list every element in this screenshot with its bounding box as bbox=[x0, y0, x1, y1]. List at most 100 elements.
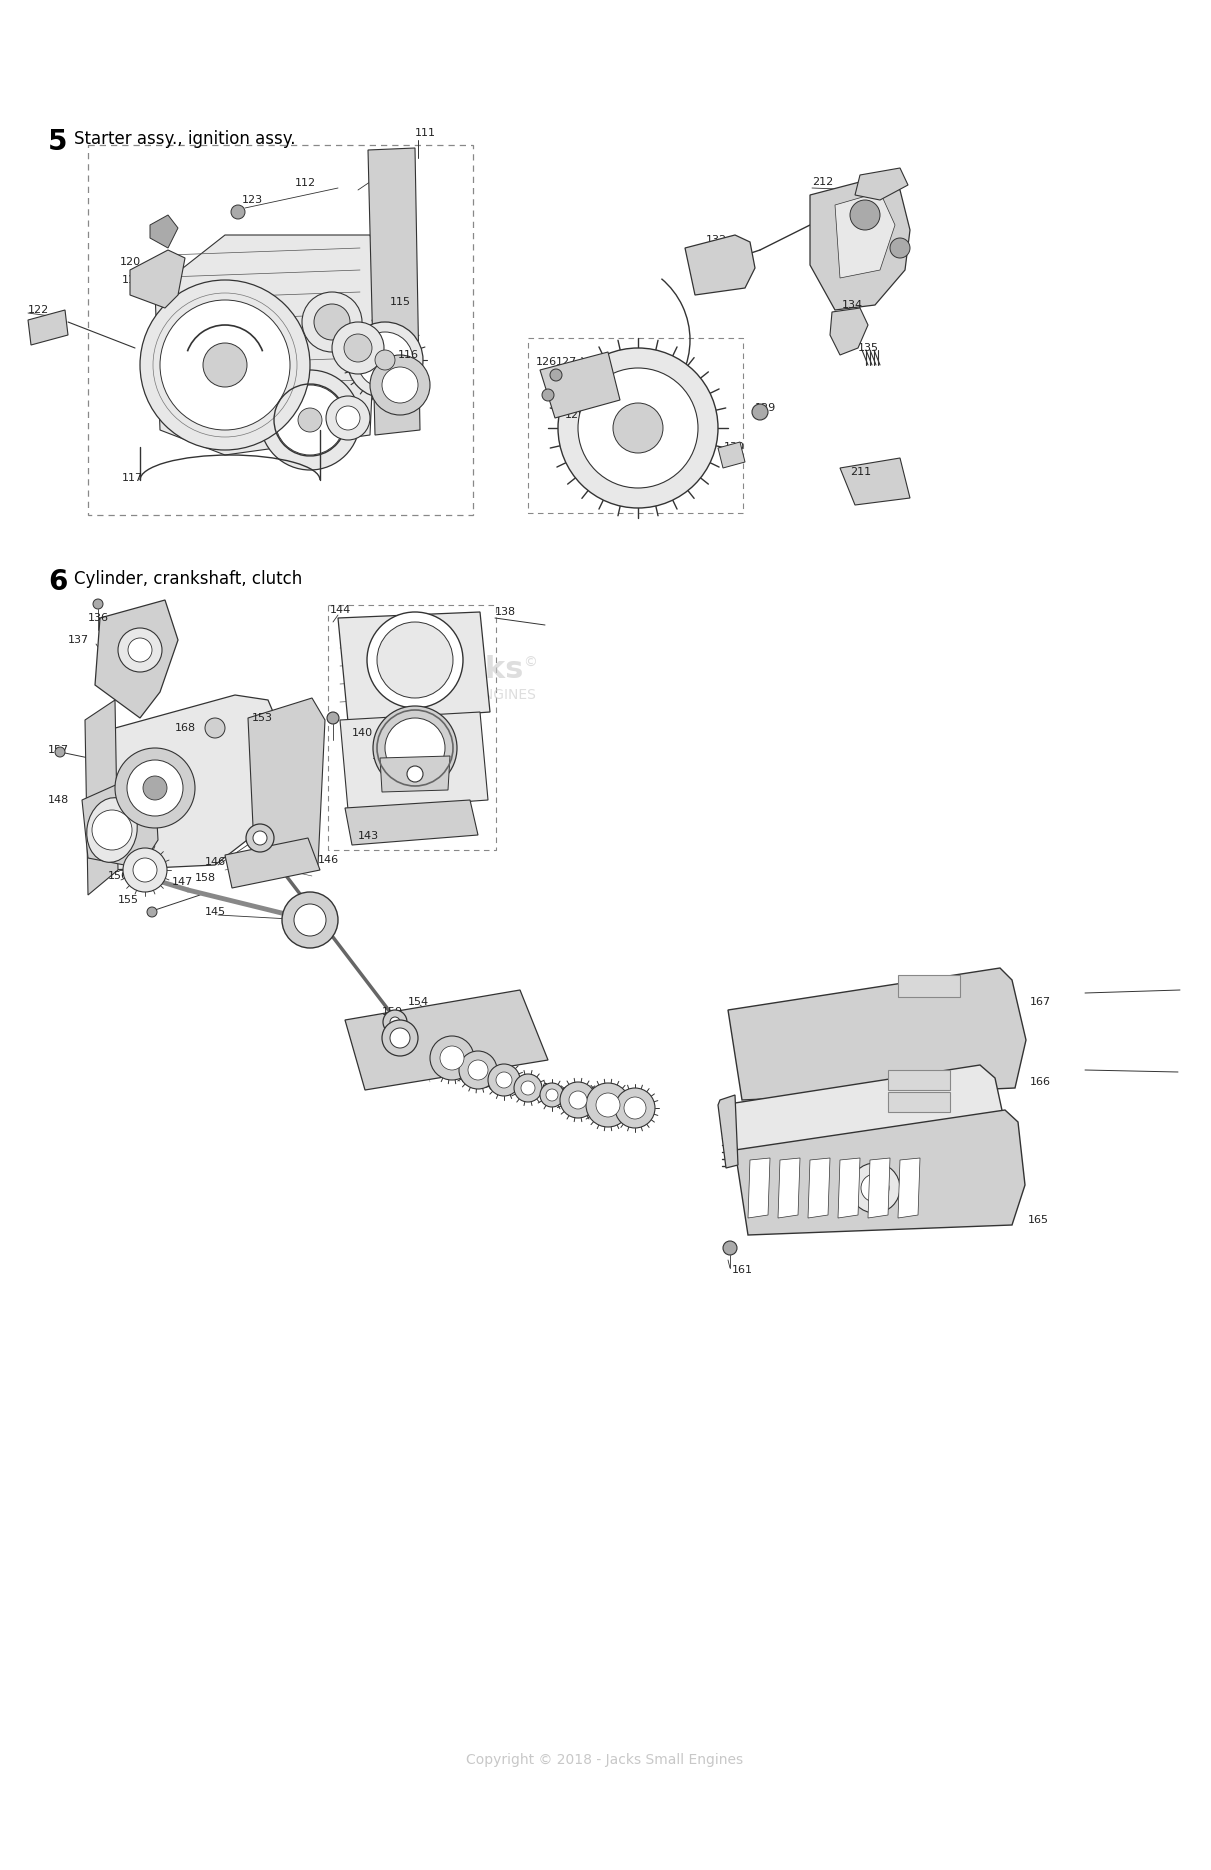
Text: 211: 211 bbox=[850, 468, 871, 477]
Text: 111: 111 bbox=[415, 127, 436, 138]
Text: 132: 132 bbox=[706, 236, 727, 245]
Text: 81 cc: 81 cc bbox=[914, 982, 943, 991]
Polygon shape bbox=[155, 236, 378, 454]
Circle shape bbox=[373, 707, 457, 789]
Text: 114: 114 bbox=[335, 406, 356, 415]
Text: 134: 134 bbox=[842, 299, 863, 310]
Bar bbox=[888, 1092, 949, 1113]
Polygon shape bbox=[28, 310, 68, 344]
Text: 120: 120 bbox=[120, 256, 142, 267]
Text: 162: 162 bbox=[558, 1090, 579, 1100]
Circle shape bbox=[615, 1088, 655, 1128]
Circle shape bbox=[497, 1072, 512, 1088]
Text: 157: 157 bbox=[48, 744, 69, 755]
Text: 153: 153 bbox=[252, 712, 272, 724]
Text: 116: 116 bbox=[398, 350, 419, 361]
Polygon shape bbox=[808, 1158, 830, 1217]
Circle shape bbox=[115, 748, 195, 828]
Circle shape bbox=[459, 1051, 497, 1088]
Circle shape bbox=[128, 638, 153, 662]
Text: 138: 138 bbox=[495, 608, 516, 617]
Circle shape bbox=[205, 718, 225, 739]
Polygon shape bbox=[82, 774, 157, 868]
Polygon shape bbox=[718, 1096, 737, 1169]
Text: 137: 137 bbox=[68, 636, 90, 645]
Circle shape bbox=[377, 623, 453, 698]
Text: 112: 112 bbox=[295, 178, 316, 189]
Circle shape bbox=[624, 1098, 645, 1118]
Text: 164: 164 bbox=[575, 1101, 596, 1113]
Text: 73 cc: 73 cc bbox=[905, 1098, 934, 1107]
Circle shape bbox=[140, 280, 310, 451]
Text: 5: 5 bbox=[48, 127, 68, 155]
Text: 143: 143 bbox=[358, 830, 379, 842]
Text: Copyright © 2018 - Jacks Small Engines: Copyright © 2018 - Jacks Small Engines bbox=[466, 1752, 744, 1767]
Text: 150: 150 bbox=[463, 1055, 483, 1066]
Polygon shape bbox=[368, 148, 420, 436]
Polygon shape bbox=[722, 1066, 1008, 1152]
Text: 129: 129 bbox=[754, 404, 776, 413]
Circle shape bbox=[275, 385, 345, 454]
Circle shape bbox=[302, 292, 362, 352]
Text: 159: 159 bbox=[381, 1008, 403, 1017]
Text: 212: 212 bbox=[813, 178, 833, 187]
Text: 130: 130 bbox=[724, 441, 745, 453]
Polygon shape bbox=[855, 168, 908, 200]
Circle shape bbox=[383, 1010, 407, 1034]
Polygon shape bbox=[838, 1158, 860, 1217]
Polygon shape bbox=[540, 352, 620, 419]
Text: 154: 154 bbox=[408, 997, 429, 1008]
Text: 136: 136 bbox=[88, 613, 109, 623]
Circle shape bbox=[314, 305, 350, 340]
Bar bbox=[328, 606, 497, 851]
Text: 6: 6 bbox=[48, 568, 68, 597]
Text: 161: 161 bbox=[731, 1264, 753, 1275]
Text: 151: 151 bbox=[467, 1077, 489, 1086]
Circle shape bbox=[147, 907, 157, 916]
Text: SMALL ENGINES: SMALL ENGINES bbox=[424, 688, 536, 701]
Text: 145: 145 bbox=[205, 907, 226, 916]
Circle shape bbox=[253, 830, 266, 845]
Circle shape bbox=[231, 206, 245, 219]
Bar bbox=[528, 338, 744, 512]
Circle shape bbox=[488, 1064, 520, 1096]
Circle shape bbox=[294, 903, 326, 937]
Text: 203: 203 bbox=[348, 325, 369, 335]
Polygon shape bbox=[130, 251, 185, 309]
Circle shape bbox=[335, 406, 360, 430]
Text: 204: 204 bbox=[535, 1083, 556, 1092]
Text: 160: 160 bbox=[606, 1092, 626, 1103]
Ellipse shape bbox=[87, 798, 137, 862]
Text: 64 cc: 64 cc bbox=[905, 1075, 934, 1085]
Text: Starter assy., ignition assy.: Starter assy., ignition assy. bbox=[74, 131, 295, 148]
Circle shape bbox=[367, 611, 463, 709]
Circle shape bbox=[93, 598, 103, 610]
Text: Cylinder, crankshaft, clutch: Cylinder, crankshaft, clutch bbox=[74, 570, 303, 587]
Bar bbox=[888, 1070, 949, 1090]
Circle shape bbox=[127, 759, 183, 815]
Circle shape bbox=[540, 1083, 564, 1107]
Polygon shape bbox=[830, 309, 868, 355]
Circle shape bbox=[348, 322, 423, 398]
Text: 142: 142 bbox=[386, 625, 404, 636]
Text: 155: 155 bbox=[117, 896, 139, 905]
Text: 144: 144 bbox=[331, 606, 351, 615]
Text: 113: 113 bbox=[310, 303, 331, 312]
Text: 126: 126 bbox=[536, 357, 557, 367]
Polygon shape bbox=[225, 838, 320, 888]
Polygon shape bbox=[728, 969, 1026, 1100]
Polygon shape bbox=[338, 611, 490, 722]
Circle shape bbox=[440, 1045, 464, 1070]
Circle shape bbox=[586, 1083, 630, 1128]
Text: 158: 158 bbox=[195, 873, 216, 883]
Text: 149: 149 bbox=[440, 1043, 461, 1053]
Polygon shape bbox=[868, 1158, 890, 1217]
Polygon shape bbox=[345, 800, 478, 845]
Circle shape bbox=[381, 1019, 418, 1057]
Circle shape bbox=[543, 389, 553, 400]
Text: 167: 167 bbox=[1031, 997, 1051, 1008]
Text: 140: 140 bbox=[352, 727, 373, 739]
Text: ©: © bbox=[523, 656, 536, 669]
Text: 147: 147 bbox=[172, 877, 194, 886]
Circle shape bbox=[430, 1036, 474, 1081]
